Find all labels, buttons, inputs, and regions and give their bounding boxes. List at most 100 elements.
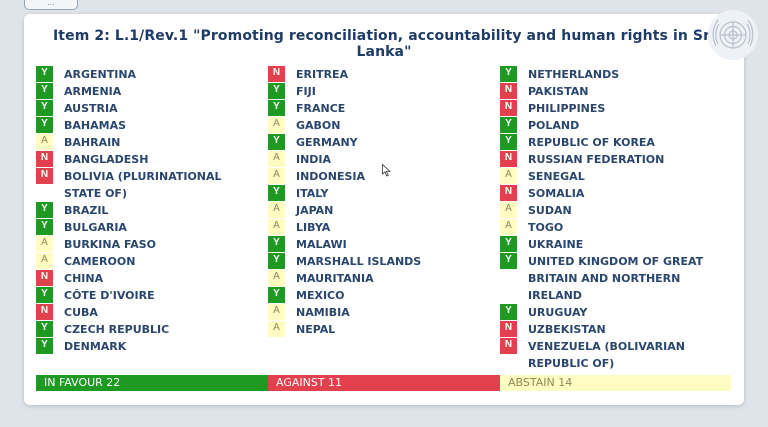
vote-badge: Y (268, 236, 285, 252)
vote-badge: A (36, 253, 53, 269)
country-name: JAPAN (296, 204, 334, 217)
country-name: CHINA (64, 272, 104, 285)
vote-badge: N (500, 100, 517, 116)
vote-totals-bar: IN FAVOUR 22 AGAINST 11 ABSTAIN 14 (36, 375, 731, 391)
vote-row: A CAMEROON (36, 253, 261, 270)
vote-badge: Y (36, 321, 53, 337)
vote-row: N SOMALIA (500, 185, 725, 202)
country-name: BOLIVIA (PLURINATIONAL STATE OF) (64, 170, 222, 200)
vote-row: Y MEXICO (268, 287, 493, 304)
vote-row: Y ARMENIA (36, 83, 261, 100)
vote-badge: Y (500, 66, 517, 82)
vote-row: N PHILIPPINES (500, 100, 725, 117)
vote-badge: A (268, 321, 285, 337)
country-name: BAHAMAS (64, 119, 126, 132)
country-name: INDONESIA (296, 170, 366, 183)
vote-row: Y REPUBLIC OF KOREA (500, 134, 725, 151)
vote-row: Y CZECH REPUBLIC (36, 321, 261, 338)
vote-badge: Y (36, 338, 53, 354)
country-name: AUSTRIA (64, 102, 118, 115)
country-name: SENEGAL (528, 170, 585, 183)
vote-column-1: Y ARGENTINA Y ARMENIA Y AUSTRIA Y BAHAMAS A BAHRA… (36, 66, 261, 355)
vote-badge: N (500, 185, 517, 201)
vote-column-3: Y NETHERLANDS N PAKISTAN N PHILIPPINES Y POLAND… (500, 66, 725, 372)
country-name: ITALY (296, 187, 329, 200)
country-name: UNITED KINGDOM OF GREAT BRITAIN AND NORT… (528, 255, 704, 302)
vote-badge: N (36, 304, 53, 320)
country-name: MEXICO (296, 289, 345, 302)
country-name: POLAND (528, 119, 580, 132)
vote-row: Y URUGUAY (500, 304, 725, 321)
vote-row: Y ARGENTINA (36, 66, 261, 83)
vote-row: Y BULGARIA (36, 219, 261, 236)
page-title: Item 2: L.1/Rev.1 "Promoting reconciliat… (53, 28, 715, 60)
country-name: DENMARK (64, 340, 127, 353)
country-name: SUDAN (528, 204, 572, 217)
vote-badge: N (500, 83, 517, 99)
vote-row: N RUSSIAN FEDERATION (500, 151, 725, 168)
vote-row: A BURKINA FASO (36, 236, 261, 253)
country-name: PHILIPPINES (528, 102, 606, 115)
vote-row: Y GERMANY (268, 134, 493, 151)
vote-row: A INDIA (268, 151, 493, 168)
vote-badge: N (500, 338, 517, 354)
country-name: ARGENTINA (64, 68, 137, 81)
vote-row: Y FIJI (268, 83, 493, 100)
vote-row: A SUDAN (500, 202, 725, 219)
country-name: UZBEKISTAN (528, 323, 606, 336)
vote-badge: N (36, 270, 53, 286)
country-name: CUBA (64, 306, 98, 319)
vote-badge: A (268, 202, 285, 218)
country-name: BRAZIL (64, 204, 109, 217)
vote-badge: A (500, 202, 517, 218)
vote-row: Y UKRAINE (500, 236, 725, 253)
vote-row: Y MARSHALL ISLANDS (268, 253, 493, 270)
vote-row: N BANGLADESH (36, 151, 261, 168)
vote-badge: Y (268, 83, 285, 99)
vote-badge: N (268, 66, 285, 82)
vote-row: N VENEZUELA (BOLIVARIAN REPUBLIC OF) (500, 338, 725, 372)
country-name: GERMANY (296, 136, 358, 149)
vote-badge: Y (268, 100, 285, 116)
vote-row: N ERITREA (268, 66, 493, 83)
vote-badge: Y (36, 83, 53, 99)
vote-badge: Y (500, 134, 517, 150)
in-favour-total: IN FAVOUR 22 (36, 375, 268, 391)
vote-row: Y BRAZIL (36, 202, 261, 219)
country-name: NEPAL (296, 323, 336, 336)
vote-row: N PAKISTAN (500, 83, 725, 100)
mouse-cursor-icon (382, 164, 391, 177)
vote-badge: A (268, 219, 285, 235)
vote-row: Y AUSTRIA (36, 100, 261, 117)
vote-badge: Y (36, 287, 53, 303)
country-name: BULGARIA (64, 221, 127, 234)
vote-row: A GABON (268, 117, 493, 134)
vote-badge: N (36, 151, 53, 167)
country-name: ARMENIA (64, 85, 122, 98)
vote-row: A MAURITANIA (268, 270, 493, 287)
vote-badge: Y (268, 185, 285, 201)
vote-row: N CUBA (36, 304, 261, 321)
vote-row: Y UNITED KINGDOM OF GREAT BRITAIN AND NOR… (500, 253, 725, 304)
country-name: GABON (296, 119, 341, 132)
vote-badge: A (268, 304, 285, 320)
country-name: UKRAINE (528, 238, 584, 251)
vote-badge: A (268, 117, 285, 133)
against-total: AGAINST 11 (268, 375, 500, 391)
country-name: RUSSIAN FEDERATION (528, 153, 665, 166)
country-name: NETHERLANDS (528, 68, 620, 81)
vote-badge: N (36, 168, 53, 184)
vote-badge: Y (36, 219, 53, 235)
vote-badge: A (36, 134, 53, 150)
vote-badge: A (268, 168, 285, 184)
country-name: MALAWI (296, 238, 347, 251)
vote-badge: Y (36, 66, 53, 82)
vote-row: Y FRANCE (268, 100, 493, 117)
country-name: BURKINA FASO (64, 238, 156, 251)
vote-badge: Y (500, 117, 517, 133)
top-chip-button[interactable]: … (24, 0, 78, 10)
vote-badge: Y (500, 304, 517, 320)
country-name: CZECH REPUBLIC (64, 323, 170, 336)
country-name: ERITREA (296, 68, 349, 81)
country-name: CAMEROON (64, 255, 136, 268)
